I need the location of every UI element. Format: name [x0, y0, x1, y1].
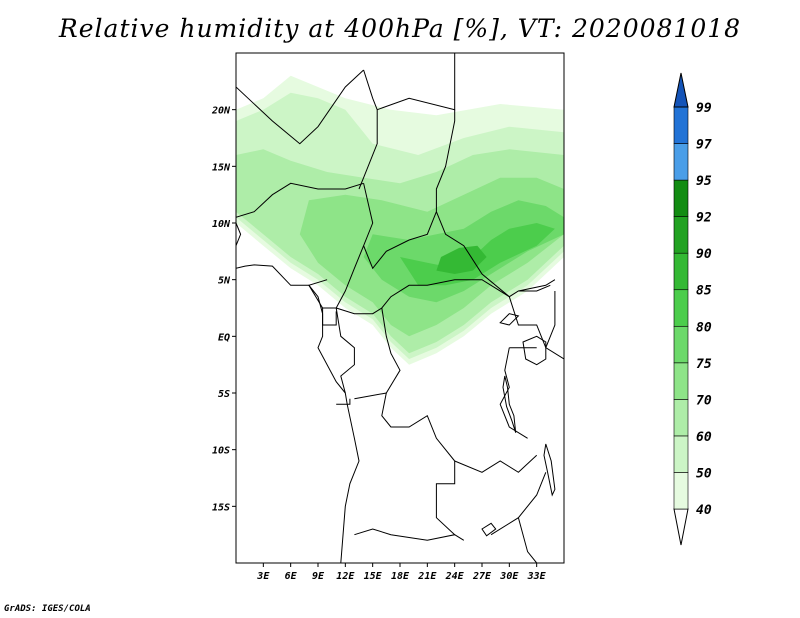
- colorbar-segment: [673, 179, 689, 217]
- humidity-region-85: [436, 245, 487, 274]
- colorbar-label: 60: [696, 430, 712, 445]
- colorbar-segment: [673, 252, 689, 291]
- border-line: [518, 284, 551, 292]
- lat-tick-label: 5S: [218, 389, 230, 400]
- border-line: [236, 69, 364, 145]
- lat-tick-label: 10N: [212, 219, 231, 230]
- lon-tick-label: 6E: [285, 571, 298, 582]
- border-line: [236, 182, 364, 218]
- colorbar-segment: [673, 106, 689, 144]
- colorbar-segment: [673, 472, 689, 510]
- border-line: [490, 472, 547, 536]
- lake-outline: [502, 375, 517, 433]
- colorbar-label: 97: [696, 138, 712, 153]
- colorbar-segment: [673, 362, 689, 400]
- map-title: Relative humidity at 400hPa [%], VT: 202…: [58, 14, 742, 43]
- border-line: [435, 109, 456, 212]
- colorbar-segment: [673, 508, 689, 546]
- lon-tick-label: 18E: [391, 571, 410, 582]
- lake-outline: [499, 313, 520, 326]
- colorbar-segment: [673, 143, 689, 181]
- lat-tick-label: 5N: [218, 276, 231, 287]
- colorbar-label: 85: [696, 284, 712, 299]
- colorbar-segment: [673, 399, 689, 437]
- colorbar-label: 75: [696, 357, 712, 372]
- colorbar-label: 80: [696, 320, 712, 335]
- colorbar: 40 50 60 70 75 80 85 90 92 95 97 99: [673, 72, 712, 546]
- lon-tick-label: 30E: [499, 571, 519, 582]
- border-line: [381, 392, 456, 462]
- coastline: [236, 264, 360, 563]
- border-line: [336, 279, 510, 315]
- lake-outline: [522, 335, 547, 366]
- border-line: [517, 517, 538, 563]
- grads-credit: GrADS: IGES/COLA: [4, 604, 91, 614]
- lon-tick-label: 3E: [256, 571, 270, 582]
- border-line: [435, 211, 556, 298]
- colorbar-segment: [673, 289, 689, 327]
- colorbar-segment: [673, 435, 689, 473]
- lat-tick-label: 15S: [212, 502, 230, 513]
- colorbar-label: 40: [696, 503, 712, 518]
- lat-tick-label: EQ: [218, 332, 230, 343]
- lat-tick-label: 20N: [211, 106, 231, 117]
- border-line: [508, 296, 564, 360]
- colorbar-label: 92: [696, 211, 712, 226]
- colorbar-segment: [673, 72, 689, 108]
- border-line: [354, 528, 465, 541]
- lon-tick-label: 27E: [472, 571, 492, 582]
- lat-tick-label: 10S: [212, 446, 230, 457]
- longitude-axis: 3E 6E 9E 12E 15E 18E 21E 24E 27E 30E 33E: [256, 563, 547, 582]
- latitude-axis: 20N 15N 10N 5N EQ 5S 10S 15S: [211, 106, 236, 513]
- lat-tick-label: 15N: [212, 162, 231, 173]
- lon-tick-label: 21E: [417, 571, 437, 582]
- border-line: [336, 398, 351, 405]
- colorbar-segment: [673, 216, 689, 254]
- border-line: [358, 69, 378, 190]
- border-line: [308, 279, 337, 309]
- colorbar-label: 90: [696, 247, 712, 262]
- lake-outline: [481, 522, 497, 537]
- humidity-field: [236, 75, 564, 365]
- border-line: [377, 53, 456, 111]
- colorbar-label: 95: [696, 174, 712, 189]
- country-borders: [236, 53, 564, 563]
- border-line: [335, 245, 365, 309]
- lon-tick-label: 12E: [336, 571, 355, 582]
- border-line: [335, 307, 355, 394]
- border-line: [454, 454, 538, 473]
- border-line: [435, 461, 456, 536]
- coastline: [236, 222, 242, 246]
- colorbar-label: 99: [696, 101, 712, 116]
- colorbar-segment: [673, 325, 689, 364]
- lon-tick-label: 9E: [312, 571, 325, 582]
- lake-outline: [543, 443, 556, 497]
- lon-tick-label: 15E: [364, 571, 383, 582]
- lon-tick-label: 24E: [445, 571, 465, 582]
- border-line: [545, 291, 556, 348]
- colorbar-label: 50: [696, 466, 712, 481]
- border-line: [322, 308, 337, 326]
- colorbar-label: 70: [696, 393, 712, 408]
- lon-tick-label: 33E: [527, 571, 547, 582]
- border-line: [363, 183, 437, 270]
- border-line: [354, 307, 401, 400]
